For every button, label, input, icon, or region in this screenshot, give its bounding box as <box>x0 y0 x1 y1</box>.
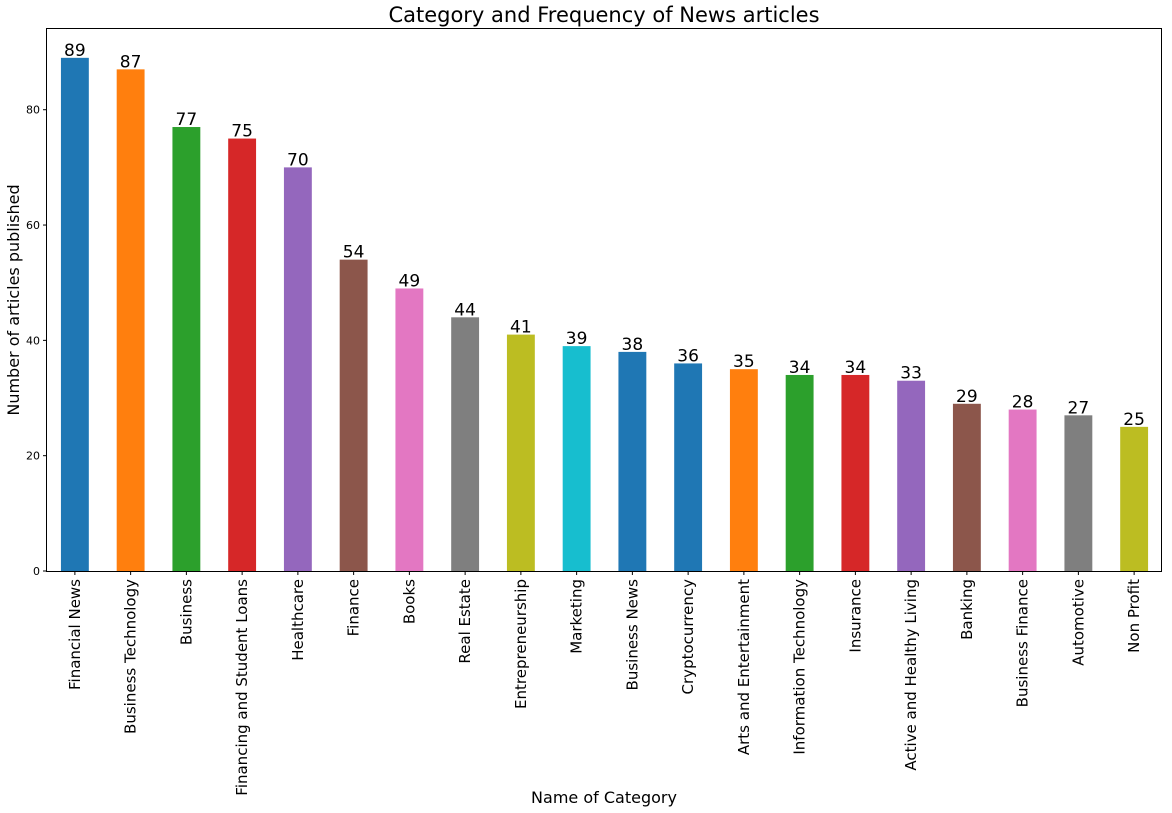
x-tick-label-banking: Banking <box>958 579 976 640</box>
x-tick-label-entrepreneurship: Entrepreneurship <box>512 579 530 709</box>
value-label-financial-news: 89 <box>64 41 86 61</box>
value-label-real-estate: 44 <box>454 300 476 320</box>
bar-automotive <box>1064 415 1093 571</box>
y-axis: 0 20 40 60 80 <box>26 104 47 578</box>
value-label-healthcare: 70 <box>287 150 309 170</box>
bar-cryptocurrency <box>674 363 703 571</box>
bar-arts-and-entertainment <box>729 369 758 571</box>
plot-frame <box>46 28 1162 572</box>
bar-healthcare <box>283 167 312 571</box>
value-label-financing-and-student-loans: 75 <box>231 122 253 142</box>
bar-active-and-healthy-living <box>897 380 926 571</box>
y-tick-label-40: 40 <box>26 334 40 347</box>
value-label-finance: 54 <box>343 243 365 263</box>
x-tick-label-real-estate: Real Estate <box>456 579 474 664</box>
x-tick-label-arts-and-entertainment: Arts and Entertainment <box>735 579 753 755</box>
value-label-marketing: 39 <box>566 329 588 349</box>
bar-marketing <box>562 346 591 571</box>
x-tick-label-financial-news: Financial News <box>66 579 84 690</box>
value-label-non-profit: 25 <box>1123 410 1145 430</box>
x-tick-label-information-technology: Information Technology <box>791 579 809 755</box>
value-label-business-news: 38 <box>622 335 644 355</box>
value-label-cryptocurrency: 36 <box>677 346 699 366</box>
x-tick-label-business: Business <box>177 579 195 645</box>
x-tick-label-marketing: Marketing <box>568 579 586 654</box>
y-axis-label: Number of articles published <box>4 184 23 415</box>
x-axis-label: Name of Category <box>531 788 677 807</box>
bar-business <box>172 127 201 572</box>
value-label-information-technology: 34 <box>789 358 811 378</box>
x-tick-label-business-news: Business News <box>623 579 641 691</box>
x-tick-label-business-technology: Business Technology <box>122 579 140 734</box>
value-label-business-technology: 87 <box>120 52 142 72</box>
y-tick-label-80: 80 <box>26 104 40 117</box>
x-tick-label-cryptocurrency: Cryptocurrency <box>679 579 697 695</box>
y-tick-label-20: 20 <box>26 450 40 463</box>
value-label-arts-and-entertainment: 35 <box>733 352 755 372</box>
x-tick-label-finance: Finance <box>345 579 363 636</box>
value-label-entrepreneurship: 41 <box>510 318 532 338</box>
bar-information-technology <box>785 374 814 571</box>
y-tick-label-0: 0 <box>33 565 40 578</box>
value-label-active-and-healthy-living: 33 <box>900 364 922 384</box>
bar-non-profit <box>1120 426 1149 571</box>
bar-banking <box>952 403 981 571</box>
x-tick-label-healthcare: Healthcare <box>289 579 307 661</box>
value-label-business-finance: 28 <box>1012 393 1034 413</box>
chart-title: Category and Frequency of News articles <box>388 3 819 27</box>
value-labels-group: 89 87 77 75 70 54 49 44 41 39 38 36 35 34 34 33 29 28 27 25 <box>64 41 1145 430</box>
bar-books <box>395 288 424 571</box>
bar-business-finance <box>1008 409 1037 571</box>
x-axis: Financial News Business Technology Busines… <box>66 571 1143 796</box>
bar-business-news <box>618 351 647 571</box>
x-tick-label-business-finance: Business Finance <box>1014 579 1032 707</box>
bar-finance <box>339 259 368 571</box>
x-tick-label-insurance: Insurance <box>846 579 864 653</box>
value-label-insurance: 34 <box>845 358 867 378</box>
x-tick-label-non-profit: Non Profit <box>1125 579 1143 653</box>
value-label-business: 77 <box>176 110 198 130</box>
bar-real-estate <box>451 317 480 571</box>
bar-business-technology <box>116 69 145 572</box>
bar-insurance <box>841 374 870 571</box>
x-tick-label-automotive: Automotive <box>1069 579 1087 666</box>
x-tick-label-books: Books <box>400 579 418 624</box>
bar-financing-and-student-loans <box>228 138 257 572</box>
x-tick-label-financing-and-student-loans: Financing and Student Loans <box>233 579 251 796</box>
value-label-books: 49 <box>399 271 421 291</box>
value-label-automotive: 27 <box>1068 398 1090 418</box>
y-tick-label-60: 60 <box>26 219 40 232</box>
bar-entrepreneurship <box>506 334 535 571</box>
bars-group <box>60 57 1149 572</box>
x-tick-label-active-and-healthy-living: Active and Healthy Living <box>902 579 920 771</box>
value-label-banking: 29 <box>956 387 978 407</box>
bar-financial-news <box>60 57 89 571</box>
